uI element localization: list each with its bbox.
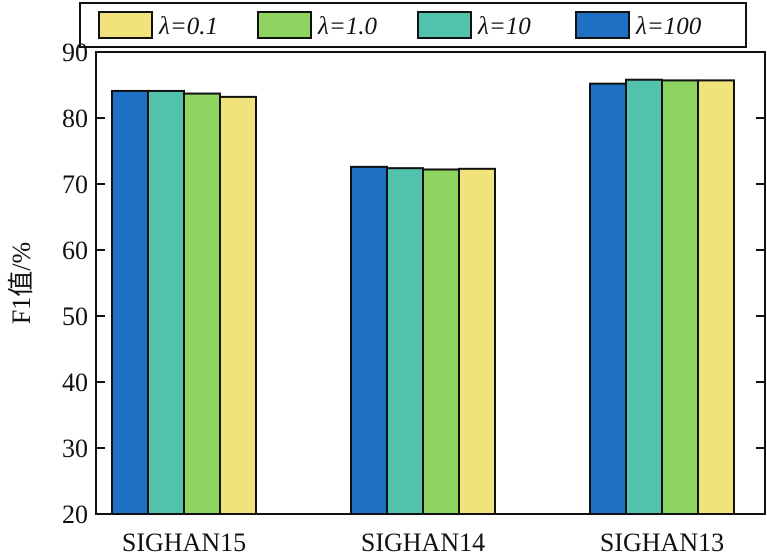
x-category-label: SIGHAN15 (122, 528, 246, 555)
legend: λ=0.1 λ=1.0 λ=10 λ=100 (79, 2, 747, 48)
bar-sighan13-series-3 (697, 79, 735, 515)
legend-box (79, 2, 747, 48)
bar-sighan14-series-1 (386, 167, 424, 515)
legend-label: λ=0.1 (158, 13, 218, 40)
legend-swatch (257, 11, 312, 39)
x-category-label: SIGHAN14 (361, 528, 485, 555)
y-axis: 20 30 40 50 60 70 80 90 (62, 38, 765, 529)
bar-sighan14-series-3 (458, 167, 496, 515)
y-tick-label: 50 (62, 302, 88, 331)
bar-sighan15-series-3 (219, 95, 257, 515)
bar-sighan13-series-1 (625, 78, 663, 515)
bar-sighan15-series-1 (147, 89, 185, 515)
legend-swatch (417, 11, 472, 39)
bar-sighan13-series-2 (661, 79, 699, 515)
y-tick-label: 40 (62, 368, 88, 397)
legend-label: λ=1.0 (317, 13, 377, 40)
bar-sighan13-series-0 (589, 82, 627, 516)
y-tick-label: 20 (62, 500, 88, 529)
bar-sighan14-series-0 (350, 165, 388, 515)
y-tick-label: 60 (62, 236, 88, 265)
legend-label: λ=10 (477, 13, 531, 40)
bar-sighan14-series-2 (422, 168, 460, 515)
bar-sighan15-series-2 (183, 92, 221, 516)
legend-label: λ=100 (635, 13, 702, 40)
bar-sighan15-series-0 (111, 89, 149, 515)
y-tick-label: 30 (62, 434, 88, 463)
legend-swatch (575, 11, 630, 39)
x-category-label: SIGHAN13 (600, 528, 724, 555)
plot-area (95, 51, 766, 516)
legend-swatch (98, 11, 153, 39)
y-tick-label: 80 (62, 104, 88, 133)
x-axis: SIGHAN15 SIGHAN14 SIGHAN13 (122, 506, 724, 555)
y-tick-label: 90 (62, 38, 88, 67)
y-tick-label: 70 (62, 170, 88, 199)
y-axis-title: F1值/% (7, 242, 36, 324)
